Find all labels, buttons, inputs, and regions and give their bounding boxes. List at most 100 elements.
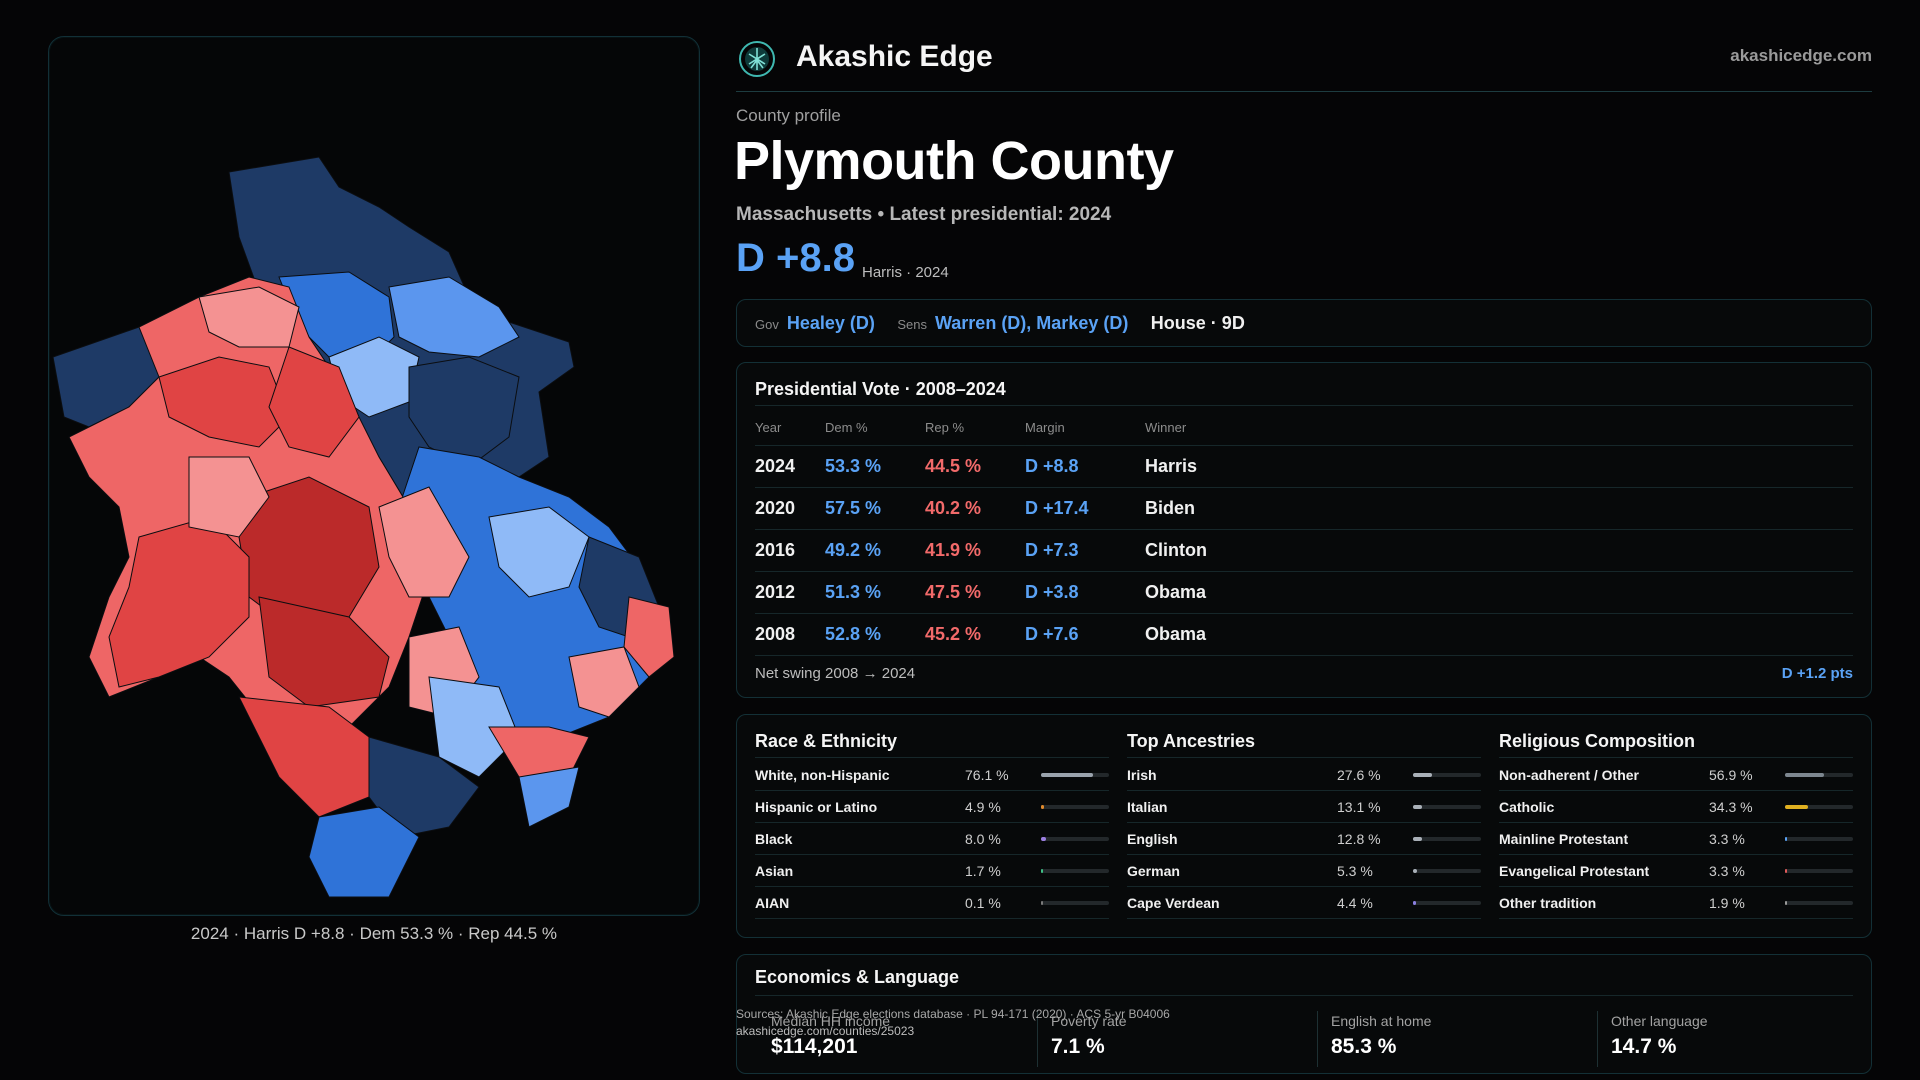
net-swing-value: D +1.2 pts [1781,665,1853,682]
item-label: Non-adherent / Other [1499,767,1640,783]
table-row[interactable]: 2012 51.3 % 47.5 % D +3.8 Obama [755,571,1853,614]
share-bar-fill [1413,869,1417,873]
headline-note: Harris · 2024 [862,264,949,281]
item-value: 76.1 % [965,767,1009,783]
col-header-year: Year [755,411,825,446]
map-region[interactable] [388,276,520,358]
section-title: Religious Composition [1499,731,1695,751]
metric-value: 14.7 % [1611,1035,1677,1058]
map-region[interactable] [518,766,580,828]
row-winner: Obama [1145,571,1853,614]
item-value: 34.3 % [1709,799,1753,815]
list-item: Evangelical Protestant 3.3 % [1499,855,1853,887]
item-value: 5.3 % [1337,863,1373,879]
metric-label: Poverty rate [1051,1013,1127,1029]
row-year: 2020 [755,487,825,530]
row-year: 2016 [755,529,825,572]
share-bar [1785,837,1853,841]
map-region[interactable] [623,596,675,678]
row-winner: Obama [1145,613,1853,656]
metric-label: English at home [1331,1013,1432,1029]
map-region[interactable] [568,646,640,718]
sens-value: Warren (D), Markey (D) [934,313,1129,333]
map-region[interactable] [428,676,520,778]
share-bar-fill [1785,805,1809,809]
row-dem: 57.5 % [825,487,925,530]
table-row[interactable]: 2016 49.2 % 41.9 % D +7.3 Clinton [755,529,1853,572]
item-label: Evangelical Protestant [1499,863,1650,879]
row-rep: 45.2 % [925,613,1025,656]
metric-value: 7.1 % [1051,1035,1105,1058]
item-value: 3.3 % [1709,831,1745,847]
share-bar [1785,869,1853,873]
gov-value: Healey (D) [786,313,875,333]
row-margin: D +17.4 [1025,487,1145,530]
table-row[interactable]: 2024 53.3 % 44.5 % D +8.8 Harris [755,445,1853,488]
item-label: White, non-Hispanic [755,767,890,783]
item-label: Cape Verdean [1127,895,1220,911]
col-header-winner: Winner [1145,411,1853,446]
map-region[interactable] [238,696,370,818]
metric-label: Other language [1611,1013,1708,1029]
list-item: English 12.8 % [1127,823,1481,855]
list-item: German 5.3 % [1127,855,1481,887]
share-bar [1413,901,1481,905]
brand-name[interactable]: Akashic Edge [796,40,993,73]
item-value: 4.4 % [1337,895,1373,911]
share-bar [1041,901,1109,905]
row-year: 2024 [755,445,825,488]
sources-url-link[interactable]: akashicedge.com/counties/25023 [736,1023,915,1038]
economics-card: Economics & Language Median HH income $1… [736,954,1872,1074]
list-item: Black 8.0 % [755,823,1109,855]
table-row[interactable]: 2020 57.5 % 40.2 % D +17.4 Biden [755,487,1853,530]
row-year: 2008 [755,613,825,656]
item-value: 8.0 % [965,831,1001,847]
row-winner: Clinton [1145,529,1853,572]
share-bar-fill [1785,869,1788,873]
metric-poverty-rate: Poverty rate 7.1 % [1051,1013,1126,1069]
share-bar-fill [1785,837,1788,841]
race-ethnicity-section: Race & Ethnicity White, non-Hispanic 76.… [755,715,1109,939]
list-item: Hispanic or Latino 4.9 % [755,791,1109,823]
list-item: Irish 27.6 % [1127,759,1481,791]
row-dem: 52.8 % [825,613,925,656]
share-bar-fill [1785,773,1824,777]
map-region[interactable] [488,726,590,778]
row-rep: 41.9 % [925,529,1025,572]
map-region[interactable] [308,806,420,898]
item-value: 27.6 % [1337,767,1381,783]
col-header-dem: Dem % [825,411,925,446]
item-value: 1.7 % [965,863,1001,879]
item-value: 12.8 % [1337,831,1381,847]
item-label: Irish [1127,767,1157,783]
item-value: 4.9 % [965,799,1001,815]
map-region[interactable] [258,596,390,708]
map-region[interactable] [368,736,480,838]
county-map[interactable] [49,37,700,916]
map-region[interactable] [188,456,270,538]
tree-of-life-icon[interactable] [738,40,776,78]
row-winner: Biden [1145,487,1853,530]
sources-line: Sources: Akashic Edge elections database… [736,1007,1170,1021]
metric-english-at-home: English at home 85.3 % [1331,1013,1431,1069]
row-dem: 53.3 % [825,445,925,488]
item-value: 13.1 % [1337,799,1381,815]
map-region[interactable] [268,346,360,458]
map-region[interactable] [158,356,290,448]
sources-footer: Sources: Akashic Edge elections database… [736,1006,1170,1040]
brand-url-link[interactable]: akashicedge.com [1730,46,1872,65]
headline-margin: D +8.8 [736,236,855,280]
map-region[interactable] [378,486,470,598]
map-region[interactable] [488,506,590,598]
list-item: Asian 1.7 % [755,855,1109,887]
row-margin: D +8.8 [1025,445,1145,488]
table-row[interactable]: 2008 52.8 % 45.2 % D +7.6 Obama [755,613,1853,656]
map-region[interactable] [408,356,520,468]
share-bar-fill [1041,837,1047,841]
share-bar-fill [1413,773,1432,777]
row-rep: 40.2 % [925,487,1025,530]
share-bar [1413,869,1481,873]
map-region[interactable] [108,516,250,688]
list-item: Mainline Protestant 3.3 % [1499,823,1853,855]
share-bar [1785,805,1853,809]
